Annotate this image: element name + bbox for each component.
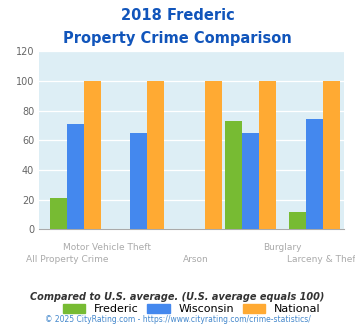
Text: Compared to U.S. average. (U.S. average equals 100): Compared to U.S. average. (U.S. average … [30,292,325,302]
Bar [259,81,276,229]
Text: © 2025 CityRating.com - https://www.cityrating.com/crime-statistics/: © 2025 CityRating.com - https://www.city… [45,315,310,324]
Bar [67,124,84,229]
Bar [225,121,242,229]
Text: Arson: Arson [184,255,209,264]
Bar [289,212,306,229]
Bar [130,133,147,229]
Bar [323,81,339,229]
Legend: Frederic, Wisconsin, National: Frederic, Wisconsin, National [58,299,325,319]
Bar [50,198,67,229]
Text: Property Crime Comparison: Property Crime Comparison [63,31,292,46]
Bar [242,133,259,229]
Text: All Property Crime: All Property Crime [26,255,108,264]
Bar [84,81,101,229]
Text: Burglary: Burglary [263,243,302,252]
Text: 2018 Frederic: 2018 Frederic [121,8,234,23]
Text: Motor Vehicle Theft: Motor Vehicle Theft [63,243,151,252]
Bar [147,81,164,229]
Text: Larceny & Theft: Larceny & Theft [286,255,355,264]
Bar [205,81,222,229]
Bar [306,119,323,229]
